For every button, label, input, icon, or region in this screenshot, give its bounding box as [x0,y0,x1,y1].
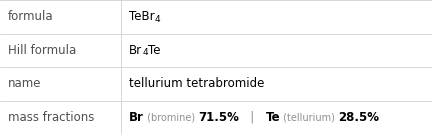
Text: (tellurium): (tellurium) [280,112,338,122]
Text: Te: Te [148,44,160,57]
Text: tellurium tetrabromide: tellurium tetrabromide [129,77,264,90]
Text: Br: Br [129,44,142,57]
Text: TeBr: TeBr [129,10,155,23]
Text: mass fractions: mass fractions [8,111,94,124]
Text: |: | [239,111,265,124]
Text: Br: Br [129,111,144,124]
Text: Te: Te [265,111,280,124]
Text: formula: formula [8,10,54,23]
Text: name: name [8,77,41,90]
Text: 4: 4 [142,48,148,57]
Text: 4: 4 [155,15,160,24]
Text: 71.5%: 71.5% [198,111,239,124]
Text: (bromine): (bromine) [144,112,198,122]
Text: 28.5%: 28.5% [338,111,379,124]
Text: Hill formula: Hill formula [8,44,76,57]
